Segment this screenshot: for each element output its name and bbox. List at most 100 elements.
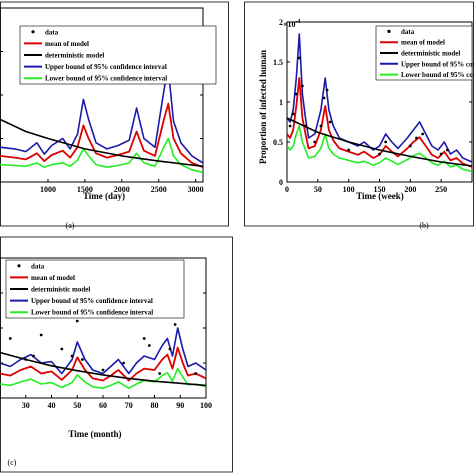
panel-a-legend-data-swatch [31,30,35,34]
panel-c-series [0,319,206,390]
panel-b-data-point [384,140,388,144]
panel-c-lower-line [0,367,206,390]
panel-b-data-point [319,124,323,128]
panel-b-xlabel: Time (week) [356,191,404,201]
panel-c-xtick-label: 50 [73,401,81,410]
panel-b-ytick-label: 2 [279,18,283,27]
panel-b-data-point [294,92,298,96]
panel-b-legend-deterministic-label: deterministic model [401,50,460,58]
panel-c-data-point [142,337,146,340]
panel-b-data-point [421,132,425,136]
panel-b-data-point [347,148,351,152]
panel-b-data-point [415,136,418,140]
panel-a-label: (a) [66,221,75,230]
panel-c-data-point [101,368,105,372]
panel-b-data-point [313,140,317,144]
panel-c-data-point [24,358,28,361]
panel-c-xtick-label: 30 [22,401,30,410]
panel-c-data-point [75,319,79,323]
panel-c-data-point [173,323,177,326]
panel-a-series [0,68,203,174]
panel-b: 0 50 100 150 200 250 0 0.5 1 1.5 2 data mean of mode… [244,1,474,230]
panel-a-legend-upper-label: Upper bound of 95% confidence interval [45,63,167,71]
panel-b-data-point [322,96,326,100]
panel-b-data-point [378,152,381,156]
panel-c-upper-line [0,327,206,375]
panel-b-legend-mean-label: mean of model [401,39,445,47]
panel-a-legend: data mean of model deterministic model Uppe… [19,25,217,85]
panel-c-mean-line [0,346,206,382]
panel-b-data-point [445,148,449,152]
panel-b-plot: 0 50 100 150 200 250 0 0.5 1 1.5 2 data mean of mode… [273,18,474,194]
panel-c-deterministic-line [0,351,206,387]
panel-a-plot: 1000 1500 2000 2500 3000 data mean of model det… [0,7,217,194]
panel-a-xtick-label: 2500 [151,185,167,194]
panel-b-label: (b) [419,221,429,230]
panel-c-xtick-label: 100 [200,401,212,410]
panel-c-legend: data mean of model deterministic model Uppe… [5,259,185,319]
panel-a-legend-data-label: data [45,28,59,36]
panel-a-legend-box [19,25,217,85]
panel-b-xtick-label: 150 [374,185,386,194]
panel-b-xtick-label: 0 [285,185,289,194]
panel-c-xtick-label: 40 [48,401,56,410]
panel-b-ytick-label: 0 [279,178,283,187]
panel-a-xtick-label: 1000 [40,185,56,194]
panel-b-data-point [288,124,292,128]
panel-c-xtick-label: 70 [125,401,133,410]
panel-a-xlabel: Time (day) [83,191,125,201]
panel-b-data-point [301,84,304,88]
panel-b-data-point [439,152,443,156]
panel-a: 1000 1500 2000 2500 3000 data mean of model det… [0,1,229,230]
panel-c-legend-data-label: data [31,262,45,270]
panel-c-legend-lower-label: Lower bound of 95% confidence interval [31,309,153,317]
panel-b-xtick-label: 250 [435,185,447,194]
panel-a-legend-deterministic-label: deterministic model [45,52,104,60]
panel-b-lower-line [287,125,472,173]
panel-b-data-point [328,120,332,124]
panel-b-exponent: ×10-4 [283,19,301,29]
panel-b-legend-upper-label: Upper bound of 95% confidence interval [401,60,474,68]
panel-c-data-point [194,372,198,375]
panel-c-data-point [32,354,35,358]
panel-b-xtick-label: 100 [343,185,355,194]
panel-b-legend-lower-label: Lower bound of 95% confidence interval [401,71,474,79]
panel-a-deterministic-line [0,118,203,168]
panel-b-exponent-base: ×10 [283,20,296,29]
panel-c-xtick-label: 80 [151,401,159,410]
panel-c-legend-mean-label: mean of model [31,274,75,282]
panel-b-xtick-label: 200 [404,185,416,194]
panel-c-label: (c) [8,458,17,467]
panel-c-xtick-label: 60 [99,401,107,410]
panel-a-legend-lower-label: Lower bound of 95% confidence interval [45,75,167,83]
panel-b-legend-data-label: data [401,28,415,36]
panel-c-data-point [8,337,12,340]
panel-c-data-point [147,344,151,347]
panel-b-xtick-label: 50 [314,185,322,194]
panel-c-data-point [122,361,125,365]
panel-b-upper-line [287,33,472,163]
panel-a-legend-mean-label: mean of model [45,40,89,48]
panel-b-deterministic-line [287,117,472,167]
panel-a-lower-line [0,137,203,174]
panel-b-data-point [291,112,295,116]
panel-c: 30 40 50 60 70 80 90 100 data mean of model determ… [0,236,233,473]
panel-b-data-point [297,56,301,60]
panel-c-data-point [158,372,162,375]
panel-b-data-point [408,144,412,148]
panel-c-legend-data-swatch [17,264,21,268]
panel-c-legend-upper-label: Upper bound of 95% confidence interval [31,297,153,305]
panel-a-mean-line [0,102,203,169]
panel-b-mean-line [287,77,472,168]
panel-a-xtick-label: 1500 [77,185,93,194]
panel-b-data-point [304,124,307,128]
panel-c-xlabel: Time (month) [68,429,121,439]
panel-c-data-point [39,333,43,337]
panel-c-data-point [60,347,64,351]
panel-b-ylabel: Proportion of infected human [258,50,268,164]
panel-b-data-point [325,88,329,92]
panel-b-exponent-power: -4 [296,19,301,25]
panel-a-xtick-label: 3000 [188,185,204,194]
panel-c-data-point [70,354,74,358]
